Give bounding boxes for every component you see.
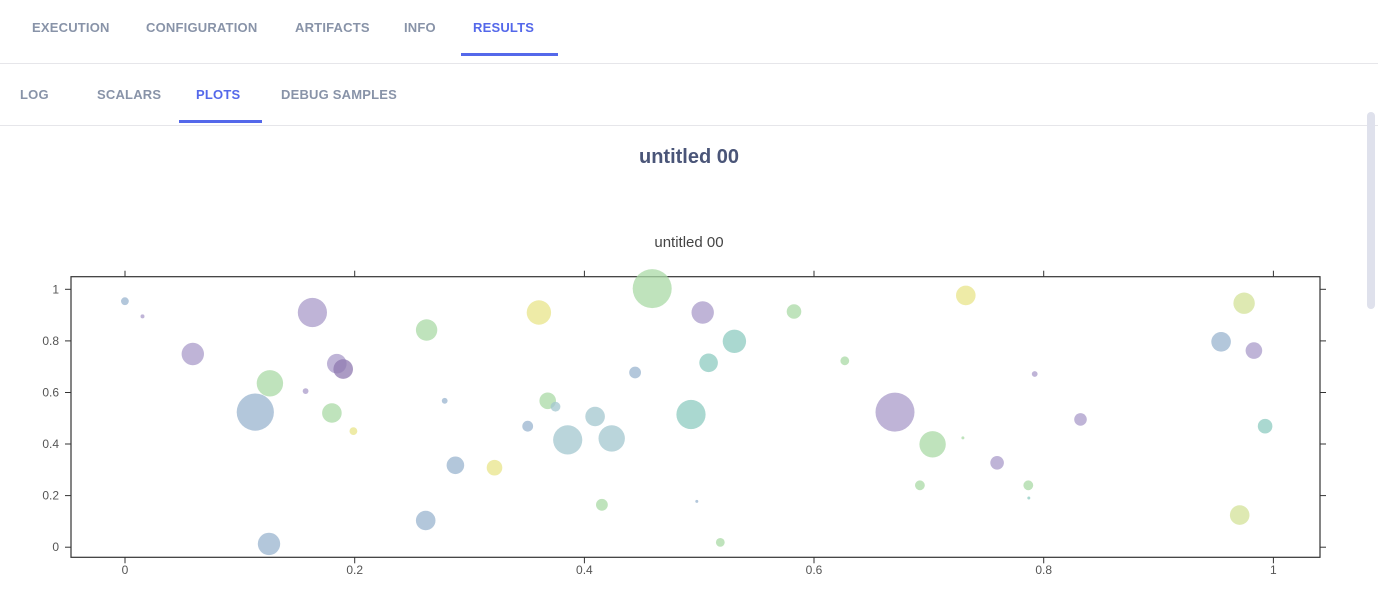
svg-text:0.8: 0.8 <box>1035 563 1052 577</box>
svg-text:0.2: 0.2 <box>346 563 363 577</box>
svg-text:0.4: 0.4 <box>42 437 59 451</box>
svg-text:0: 0 <box>52 540 59 554</box>
svg-text:0.6: 0.6 <box>42 386 59 400</box>
svg-text:0.2: 0.2 <box>42 489 59 503</box>
svg-text:0.4: 0.4 <box>576 563 593 577</box>
svg-text:1: 1 <box>1270 563 1277 577</box>
svg-text:0: 0 <box>122 563 129 577</box>
svg-text:0.8: 0.8 <box>42 334 59 348</box>
svg-text:0.6: 0.6 <box>806 563 823 577</box>
svg-text:1: 1 <box>52 282 59 296</box>
